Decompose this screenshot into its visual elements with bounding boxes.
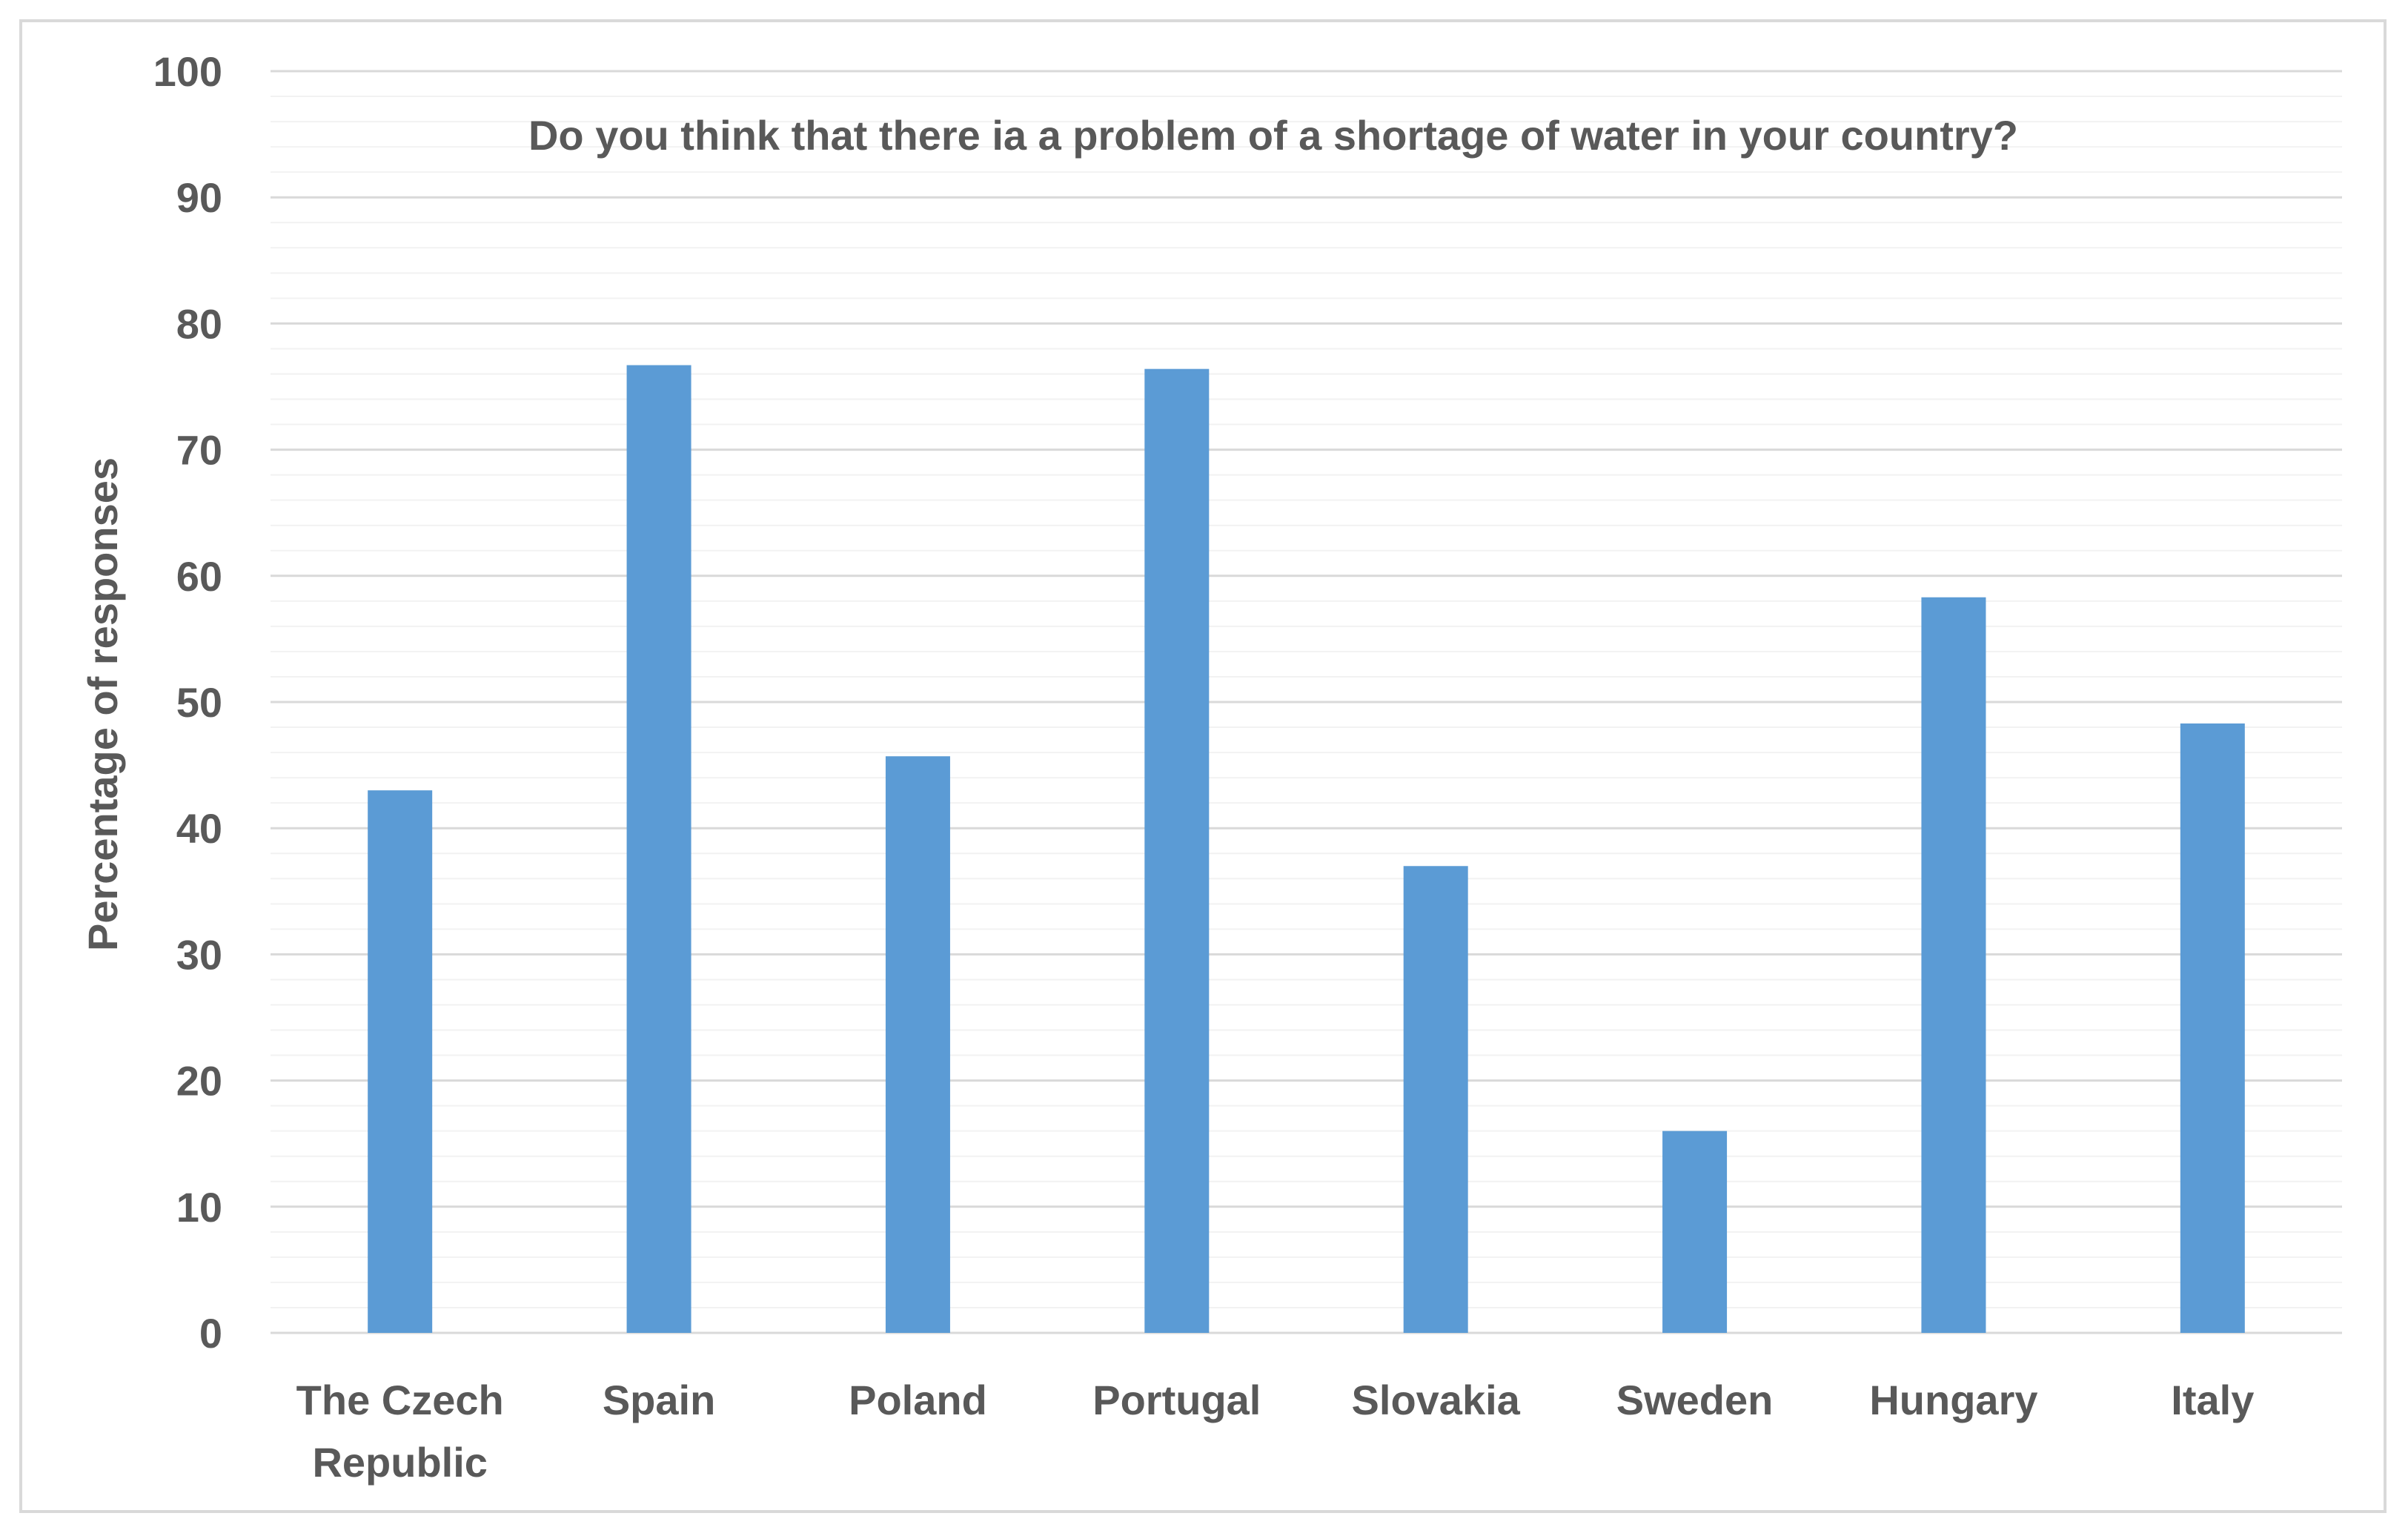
bar: [2180, 723, 2245, 1333]
y-axis-title: Percentage of responses: [79, 457, 126, 951]
x-tick-label: Poland: [849, 1377, 987, 1423]
bar: [885, 756, 950, 1333]
y-tick-label: 80: [176, 300, 222, 347]
x-tick-label: Italy: [2171, 1377, 2254, 1423]
x-tick-label: The Czech Republic: [296, 1377, 504, 1486]
x-axis-category-labels: The Czech Republic Spain Poland Portugal Slov…: [296, 1377, 2255, 1486]
x-tick-label-line: Republic: [312, 1439, 487, 1486]
bar: [1144, 368, 1210, 1333]
x-tick-label: Sweden: [1616, 1377, 1774, 1423]
x-tick-label-line: The Czech: [296, 1377, 504, 1423]
y-tick-label: 50: [176, 679, 222, 726]
bars: [368, 365, 2245, 1333]
chart-title: Do you think that there ia a problem of …: [528, 112, 2018, 159]
x-tick-label-line: Sweden: [1616, 1377, 1774, 1423]
bar: [1662, 1131, 1728, 1333]
y-tick-label: 10: [176, 1184, 222, 1231]
x-tick-label: Hungary: [1869, 1377, 2037, 1423]
major-gridlines: [271, 70, 2342, 1334]
x-tick-label: Slovakia: [1352, 1377, 1521, 1423]
bar: [1921, 597, 1986, 1333]
y-tick-label: 30: [176, 931, 222, 978]
x-tick-label-line: Hungary: [1869, 1377, 2037, 1423]
y-axis-tick-labels: 0 10 20 30 40 50 60 70 80 90 100: [153, 48, 222, 1357]
x-tick-label-line: Spain: [603, 1377, 715, 1423]
x-tick-label-line: Portugal: [1092, 1377, 1261, 1423]
y-tick-label: 100: [153, 48, 222, 95]
minor-gridlines: [271, 96, 2342, 1308]
x-tick-label-line: Slovakia: [1352, 1377, 1521, 1423]
y-tick-label: 60: [176, 553, 222, 600]
y-tick-label: 0: [199, 1310, 222, 1357]
x-tick-label: Portugal: [1092, 1377, 1261, 1423]
y-tick-label: 70: [176, 427, 222, 474]
x-tick-label: Spain: [603, 1377, 715, 1423]
bar: [368, 790, 433, 1333]
bar: [1403, 866, 1468, 1333]
x-tick-label-line: Poland: [849, 1377, 987, 1423]
x-tick-label-line: Italy: [2171, 1377, 2254, 1423]
bar: [626, 365, 691, 1333]
y-tick-label: 90: [176, 174, 222, 221]
y-tick-label: 20: [176, 1058, 222, 1105]
y-tick-label: 40: [176, 805, 222, 852]
